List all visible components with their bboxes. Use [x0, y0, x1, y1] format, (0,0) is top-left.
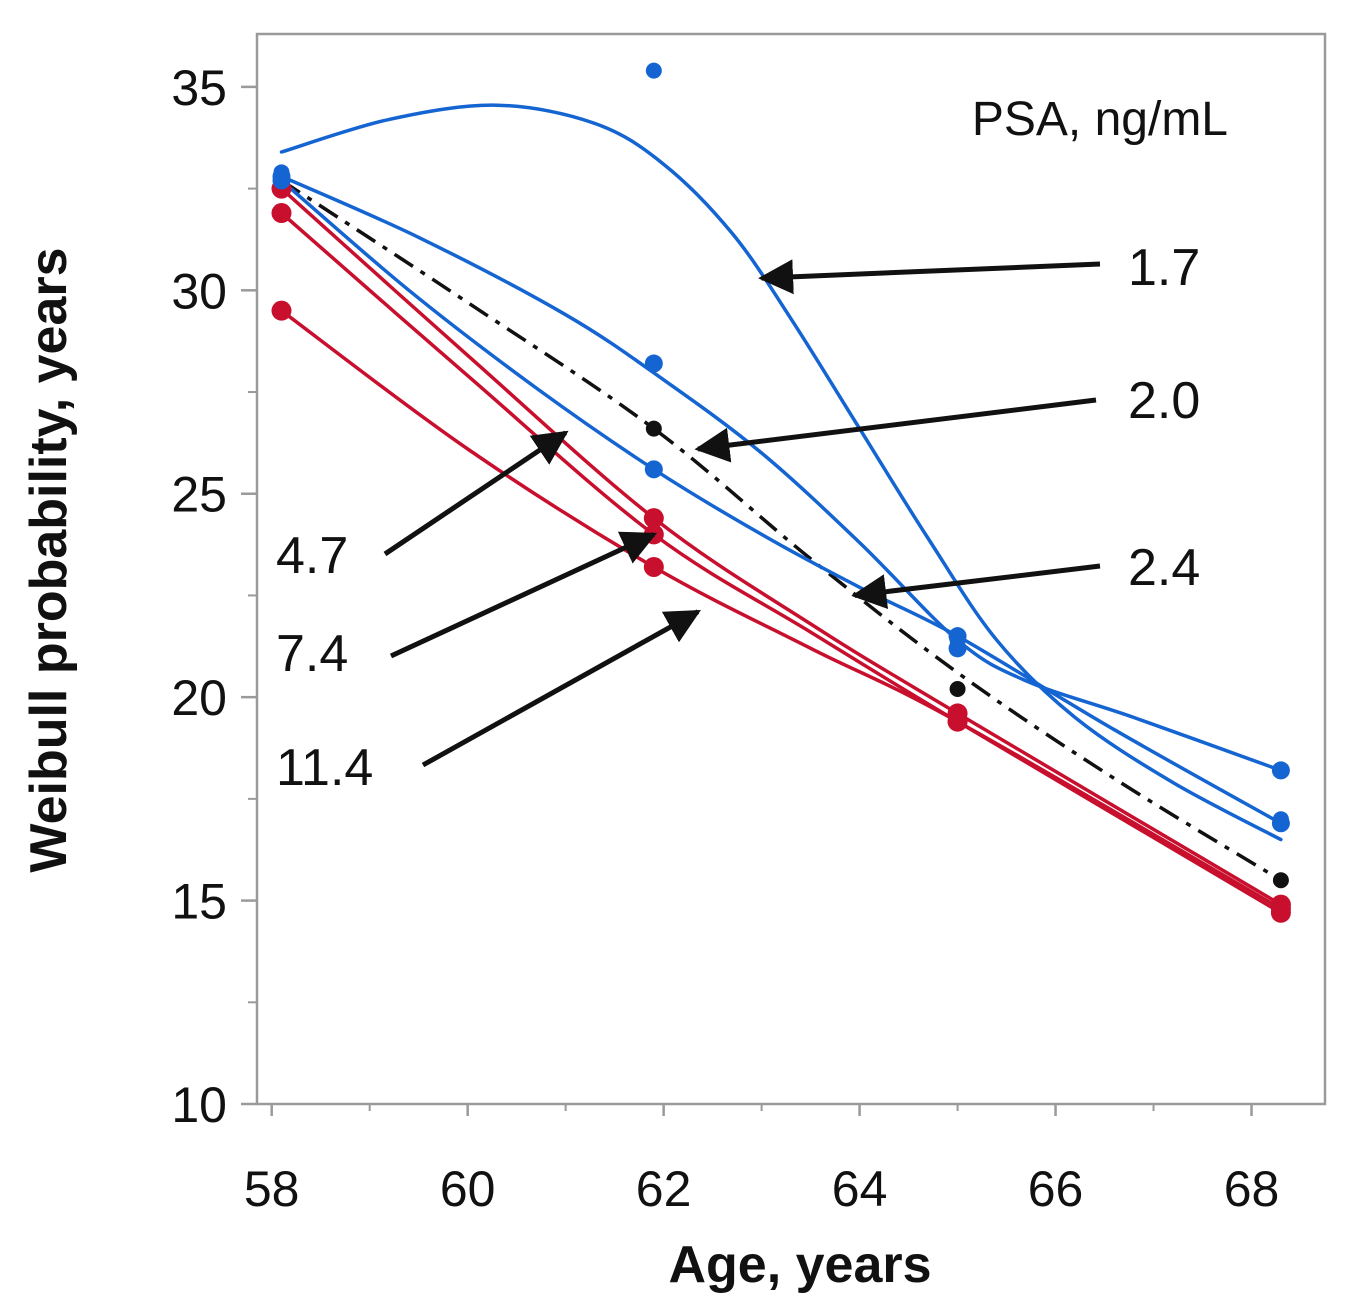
- annotation-arrow: [758, 259, 1101, 295]
- x-tick-label: 66: [1028, 1161, 1084, 1217]
- y-tick-label: 30: [171, 263, 227, 319]
- y-tick-label: 15: [171, 874, 227, 930]
- data-point-black: [1272, 872, 1289, 889]
- x-axis-title: Age, years: [668, 1236, 931, 1294]
- y-axis-title: Weibull probability, years: [20, 247, 78, 872]
- annotation-label: 2.0: [1128, 372, 1200, 430]
- x-tick-label: 64: [832, 1161, 888, 1217]
- x-tick-label: 62: [636, 1161, 692, 1217]
- annotation-arrow: [389, 531, 658, 659]
- series-lines: [279, 103, 1283, 915]
- data-point-1-7: [645, 62, 662, 79]
- y-tick-label: 20: [171, 670, 227, 726]
- annotation-label: 1.7: [1128, 239, 1200, 297]
- axes: 10 15 20 25 30 35 58 60 62 64 66 68: [171, 60, 1279, 1217]
- y-tick-label: 25: [171, 467, 227, 523]
- data-point-2-0: [644, 354, 663, 373]
- annotation-label: 4.7: [276, 527, 348, 585]
- y-tick-label: 35: [171, 60, 227, 116]
- data-point-11-4: [271, 300, 292, 321]
- legend-title: PSA, ng/mL: [972, 93, 1228, 146]
- data-point-7-4: [271, 203, 292, 224]
- series-line-11-4: [279, 308, 1283, 911]
- plot-area: [255, 32, 1327, 1106]
- data-point-11-4: [1270, 898, 1291, 919]
- data-point-2-4: [644, 460, 663, 479]
- data-point-1-7: [1272, 811, 1289, 828]
- y-tick-label: 10: [171, 1077, 227, 1133]
- series-line-1-7: [279, 103, 1283, 842]
- data-point-2-0: [1271, 761, 1290, 780]
- annotation-arrow: [421, 609, 701, 768]
- series-line-black: [280, 179, 1282, 882]
- annotation-arrow: [851, 563, 1101, 610]
- annotations: 1.7 2.0 2.4 4.7 7.4 11.4: [276, 239, 1200, 797]
- annotation-label: 7.4: [276, 625, 348, 683]
- data-point-4-7: [643, 508, 664, 529]
- data-point-1-7: [273, 164, 290, 181]
- data-point-11-4: [643, 556, 664, 577]
- x-tick-label: 68: [1224, 1161, 1280, 1217]
- series-line-7-4: [279, 211, 1283, 915]
- x-tick-label: 60: [440, 1161, 496, 1217]
- data-point-black: [949, 681, 966, 698]
- x-tick-label: 58: [244, 1161, 300, 1217]
- data-point-11-4: [947, 711, 968, 732]
- series-line-4-7: [279, 186, 1283, 907]
- annotation-arrow: [694, 397, 1097, 463]
- data-point-black: [645, 420, 662, 437]
- series-line-2-0: [279, 174, 1283, 773]
- annotation-label: 11.4: [276, 739, 373, 797]
- annotation-label: 2.4: [1128, 539, 1200, 597]
- series-markers: [271, 62, 1291, 923]
- data-point-1-7: [949, 632, 966, 649]
- annotation-arrow: [383, 430, 569, 557]
- series-line-2-4: [279, 178, 1283, 826]
